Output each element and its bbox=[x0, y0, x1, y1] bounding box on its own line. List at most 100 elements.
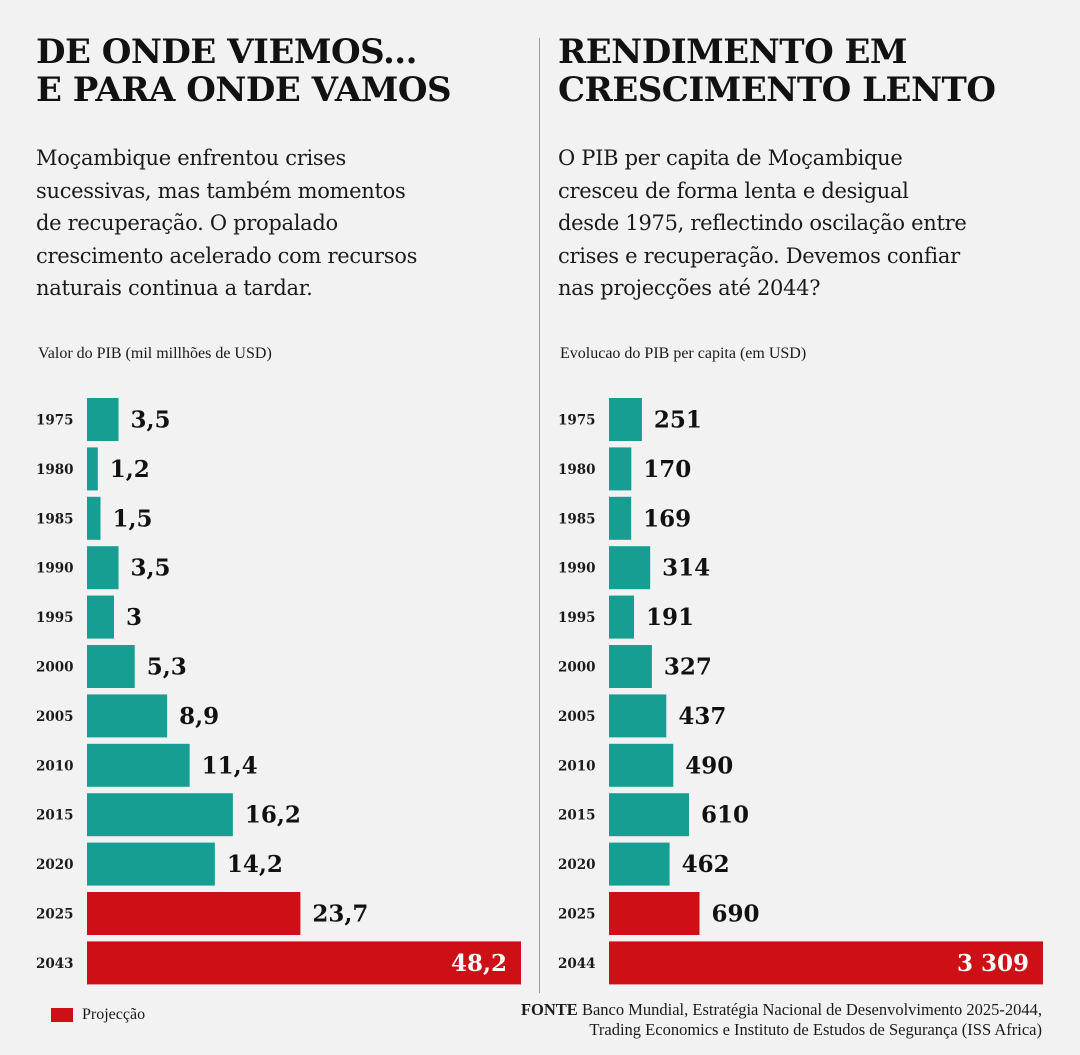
per-capita-category-label: 2025 bbox=[558, 907, 596, 923]
per-capita-category-label: 2044 bbox=[558, 956, 596, 972]
per-capita-bar-1980 bbox=[609, 447, 632, 491]
per-capita-category-label: 1980 bbox=[558, 462, 596, 478]
source-line-1: Banco Mundial, Estratégia Nacional de De… bbox=[581, 1000, 1042, 1019]
per-capita-value-label: 690 bbox=[711, 901, 759, 928]
gdp-category-label: 2043 bbox=[36, 956, 74, 972]
gdp-description-line: Moçambique enfrentou crises bbox=[36, 146, 346, 170]
per-capita-value-label: 170 bbox=[643, 456, 691, 483]
gdp-value-label: 8,9 bbox=[179, 703, 219, 730]
source-prefix: FONTE bbox=[520, 1000, 578, 1019]
per-capita-description-line: crises e recuperação. Devemos confiar bbox=[558, 243, 960, 268]
gdp-description-line: de recuperação. O propalado bbox=[36, 211, 338, 235]
gdp-category-label: 2020 bbox=[36, 857, 74, 873]
gdp-value-label: 3 bbox=[126, 604, 142, 631]
per-capita-category-label: 1985 bbox=[558, 511, 596, 527]
gdp-bar-1995 bbox=[87, 595, 115, 639]
per-capita-value-label: 610 bbox=[701, 802, 749, 829]
per-capita-bar-1975 bbox=[609, 398, 642, 441]
gdp-value-label: 1,2 bbox=[110, 456, 150, 483]
per-capita-description: O PIB per capita de Moçambique cresceu d… bbox=[558, 142, 1038, 305]
per-capita-category-label: 1990 bbox=[558, 561, 596, 577]
per-capita-title: RENDIMENTO EM CRESCIMENTO LENTO bbox=[558, 33, 1058, 109]
per-capita-bar-chart: 1975 251 1980 170 1985 169 1990 314 1995 191 2000 3… bbox=[558, 398, 1043, 985]
gdp-bar-2010 bbox=[87, 743, 190, 787]
per-capita-value-label: 251 bbox=[654, 407, 702, 434]
gdp-bar-1975 bbox=[87, 398, 119, 441]
gdp-axis-label: Valor do PIB (mil millhões de USD) bbox=[38, 345, 272, 362]
gdp-bar-2043 bbox=[87, 941, 521, 985]
per-capita-bar-2010 bbox=[609, 743, 674, 787]
per-capita-value-label: 3 309 bbox=[957, 950, 1029, 977]
per-capita-category-label: 2000 bbox=[558, 660, 596, 676]
per-capita-value-label: 191 bbox=[646, 604, 694, 631]
gdp-value-label: 14,2 bbox=[227, 851, 283, 878]
gdp-title-line-2: E PARA ONDE VAMOS bbox=[36, 70, 452, 110]
gdp-category-label: 2000 bbox=[36, 660, 74, 676]
per-capita-bar-2015 bbox=[609, 793, 690, 837]
gdp-value-label: 23,7 bbox=[312, 901, 368, 928]
gdp-value-label: 3,5 bbox=[131, 407, 171, 434]
per-capita-category-label: 2010 bbox=[558, 758, 596, 774]
gdp-bar-1990 bbox=[87, 546, 119, 590]
source-note: FONTE Banco Mundial, Estratégia Nacional… bbox=[521, 1000, 1042, 1040]
gdp-value-label: 48,2 bbox=[451, 950, 507, 977]
per-capita-bar-1990 bbox=[609, 546, 651, 590]
gdp-description-line: naturais continua a tardar. bbox=[36, 276, 313, 300]
legend: Projecção bbox=[51, 1006, 145, 1024]
per-capita-value-label: 490 bbox=[685, 752, 733, 779]
gdp-category-label: 2015 bbox=[36, 808, 74, 824]
gdp-value-label: 3,5 bbox=[131, 555, 171, 582]
per-capita-title-line-2: CRESCIMENTO LENTO bbox=[558, 70, 996, 110]
gdp-description-line: crescimento acelerado com recursos bbox=[36, 243, 418, 268]
per-capita-bar-2025 bbox=[609, 892, 700, 935]
gdp-bar-2020 bbox=[87, 842, 215, 886]
gdp-title-line-1: DE ONDE VIEMOS... bbox=[36, 32, 417, 72]
per-capita-description-line: desde 1975, reflectindo oscilação entre bbox=[558, 211, 967, 235]
per-capita-title-line-1: RENDIMENTO EM bbox=[558, 32, 908, 72]
gdp-bar-2000 bbox=[87, 645, 135, 688]
per-capita-bar-1985 bbox=[609, 496, 632, 540]
gdp-category-label: 2010 bbox=[36, 758, 74, 774]
gdp-title: DE ONDE VIEMOS... E PARA ONDE VAMOS bbox=[36, 33, 536, 109]
gdp-category-label: 2005 bbox=[36, 709, 74, 725]
per-capita-value-label: 327 bbox=[664, 654, 712, 681]
per-capita-bar-2005 bbox=[609, 694, 667, 738]
per-capita-value-label: 462 bbox=[682, 851, 730, 878]
gdp-category-label: 1985 bbox=[36, 511, 74, 527]
per-capita-bar-2020 bbox=[609, 842, 670, 886]
gdp-description-line: sucessivas, mas também momentos bbox=[36, 178, 406, 203]
per-capita-value-label: 437 bbox=[678, 703, 726, 730]
per-capita-category-label: 1995 bbox=[558, 610, 596, 626]
gdp-bar-2025 bbox=[87, 892, 301, 935]
per-capita-value-label: 169 bbox=[643, 505, 691, 532]
gdp-bar-1985 bbox=[87, 496, 101, 540]
per-capita-bar-1995 bbox=[609, 595, 635, 639]
per-capita-category-label: 2015 bbox=[558, 808, 596, 824]
per-capita-description-line: O PIB per capita de Moçambique bbox=[558, 146, 903, 170]
gdp-bar-2015 bbox=[87, 793, 233, 837]
gdp-value-label: 1,5 bbox=[113, 505, 153, 532]
source-line-2: Trading Economics e Instituto de Estudos… bbox=[589, 1020, 1042, 1039]
panel-divider bbox=[539, 38, 540, 993]
per-capita-category-label: 2020 bbox=[558, 857, 596, 873]
gdp-category-label: 1975 bbox=[36, 413, 74, 429]
per-capita-description-line: nas projecções até 2044? bbox=[558, 276, 821, 300]
per-capita-description-line: cresceu de forma lenta e desigual bbox=[558, 178, 909, 203]
per-capita-bar-2000 bbox=[609, 645, 652, 688]
gdp-description: Moçambique enfrentou crises sucessivas, … bbox=[36, 142, 516, 305]
gdp-value-label: 16,2 bbox=[245, 802, 301, 829]
gdp-value-label: 11,4 bbox=[202, 752, 258, 779]
gdp-category-label: 1990 bbox=[36, 561, 74, 577]
gdp-value-label: 5,3 bbox=[147, 654, 187, 681]
gdp-category-label: 1980 bbox=[36, 462, 74, 478]
per-capita-bar-2044 bbox=[609, 941, 1043, 985]
per-capita-axis-label: Evolucao do PIB per capita (em USD) bbox=[560, 345, 807, 362]
projection-legend-label: Projecção bbox=[82, 1006, 146, 1023]
gdp-bar-1980 bbox=[87, 447, 98, 491]
gdp-category-label: 2025 bbox=[36, 907, 74, 923]
per-capita-category-label: 2005 bbox=[558, 709, 596, 725]
gdp-bar-2005 bbox=[87, 694, 168, 738]
per-capita-category-label: 1975 bbox=[558, 413, 596, 429]
per-capita-value-label: 314 bbox=[662, 555, 710, 582]
gdp-category-label: 1995 bbox=[36, 610, 74, 626]
